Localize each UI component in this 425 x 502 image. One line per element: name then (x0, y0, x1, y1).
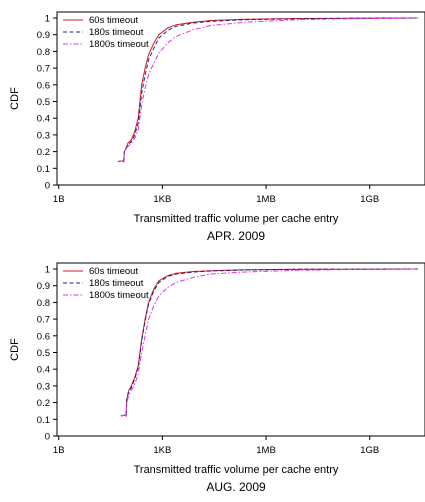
y-axis-label: CDF (9, 338, 21, 361)
x-tick-label: 1GB (360, 445, 379, 456)
series-line-3 (120, 268, 419, 418)
y-tick-label: 0.1 (37, 415, 50, 426)
y-tick-label: 1 (45, 14, 50, 25)
series-line-1 (120, 268, 419, 418)
y-tick-label: 0.5 (37, 348, 50, 359)
x-tick-label: 1B (53, 194, 65, 205)
chart-caption: APR. 2009 (207, 229, 265, 243)
x-tick-label: 1MB (256, 194, 276, 205)
y-tick-label: 1 (45, 265, 50, 276)
cdf-chart-apr-2009: 0 0.1 0.2 0.3 0.4 0.5 0.6 0.7 0.8 0.9 1 1B 1KB 1MB 1GB… (9, 11, 425, 243)
y-tick-label: 0.3 (37, 130, 50, 141)
y-tick-label: 0.3 (37, 381, 50, 392)
y-tick-label: 0.1 (37, 164, 50, 175)
legend-label: 180s timeout (89, 27, 144, 38)
y-tick-label: 0.4 (37, 114, 50, 125)
series-line-2 (117, 17, 419, 163)
y-tick-label: 0.9 (37, 281, 50, 292)
x-tick-label: 1KB (153, 445, 171, 456)
legend-label: 1800s timeout (89, 290, 149, 301)
y-tick-label: 0.6 (37, 331, 50, 342)
y-tick-label: 0.7 (37, 315, 50, 326)
x-axis-label: Transmitted traffic volume per cache ent… (134, 213, 339, 225)
plot-frame (56, 11, 425, 186)
legend-label: 60s timeout (89, 15, 138, 26)
y-tick-label: 0 (45, 181, 50, 192)
x-axis-label: Transmitted traffic volume per cache ent… (134, 464, 339, 476)
x-tick-label: 1KB (153, 194, 171, 205)
y-tick-label: 0.8 (37, 298, 50, 309)
y-tick-label: 0 (45, 432, 50, 443)
series-line-3 (117, 17, 419, 163)
x-tick-label: 1B (53, 445, 65, 456)
x-tick-label: 1MB (256, 445, 276, 456)
legend-label: 60s timeout (89, 266, 138, 277)
y-tick-label: 0.8 (37, 47, 50, 58)
x-tick-label: 1GB (360, 194, 379, 205)
y-tick-label: 0.9 (37, 30, 50, 41)
legend-label: 1800s timeout (89, 39, 149, 50)
chart-caption: AUG. 2009 (206, 480, 266, 494)
plot-frame (56, 262, 425, 437)
y-tick-label: 0.2 (37, 147, 50, 158)
y-tick-label: 0.4 (37, 365, 50, 376)
legend-label: 180s timeout (89, 278, 144, 289)
series-line-2 (120, 268, 419, 418)
y-tick-label: 0.5 (37, 97, 50, 108)
y-tick-label: 0.2 (37, 398, 50, 409)
series-line-1 (117, 17, 419, 163)
cdf-chart-aug-2009: 0 0.1 0.2 0.3 0.4 0.5 0.6 0.7 0.8 0.9 1 1B 1KB 1MB 1GB… (9, 262, 425, 494)
y-tick-label: 0.6 (37, 80, 50, 91)
y-axis-label: CDF (9, 87, 21, 110)
y-tick-label: 0.7 (37, 64, 50, 75)
